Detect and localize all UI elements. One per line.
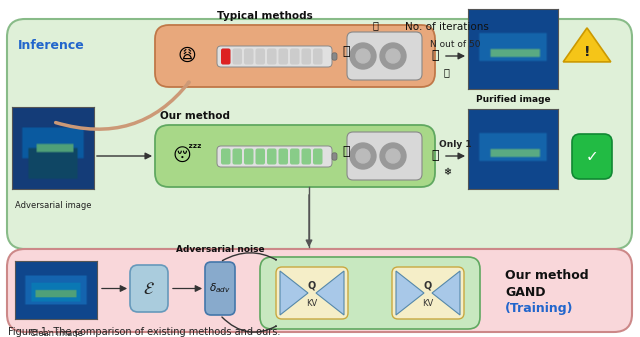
Text: Clean image: Clean image: [29, 329, 83, 337]
Polygon shape: [563, 28, 611, 62]
Text: ❄️: ❄️: [444, 167, 452, 177]
FancyBboxPatch shape: [255, 49, 265, 64]
Circle shape: [356, 149, 370, 163]
FancyBboxPatch shape: [260, 257, 480, 329]
FancyBboxPatch shape: [313, 149, 323, 164]
FancyBboxPatch shape: [155, 25, 435, 87]
Circle shape: [356, 49, 370, 63]
FancyBboxPatch shape: [313, 49, 323, 64]
FancyBboxPatch shape: [290, 49, 300, 64]
Circle shape: [386, 149, 400, 163]
Text: 🚀: 🚀: [342, 145, 349, 157]
Text: (Training): (Training): [505, 302, 573, 315]
Text: KV: KV: [422, 299, 434, 308]
FancyBboxPatch shape: [205, 262, 235, 315]
FancyBboxPatch shape: [290, 149, 300, 164]
Polygon shape: [316, 271, 344, 315]
Text: $\mathcal{E}$: $\mathcal{E}$: [143, 279, 155, 298]
Text: 🌡️: 🌡️: [432, 49, 440, 61]
Text: Typical methods: Typical methods: [217, 11, 313, 21]
FancyBboxPatch shape: [244, 49, 253, 64]
Text: Figure 1: The comparison of existing methods and ours.: Figure 1: The comparison of existing met…: [8, 327, 280, 337]
Text: N out of 50: N out of 50: [430, 40, 481, 49]
Text: Adversarial noise: Adversarial noise: [176, 245, 264, 254]
Text: 😩: 😩: [178, 47, 196, 65]
FancyBboxPatch shape: [392, 267, 464, 319]
Text: Our method: Our method: [160, 111, 230, 121]
FancyBboxPatch shape: [276, 267, 348, 319]
Text: 💨: 💨: [372, 20, 378, 30]
FancyBboxPatch shape: [332, 53, 337, 60]
Text: 🌡️: 🌡️: [432, 149, 440, 161]
FancyArrowPatch shape: [222, 317, 276, 332]
FancyBboxPatch shape: [232, 149, 242, 164]
Text: 😴: 😴: [173, 147, 202, 165]
Circle shape: [386, 49, 400, 63]
Text: ✓: ✓: [586, 149, 598, 164]
Text: 🔺: 🔺: [444, 67, 450, 77]
FancyBboxPatch shape: [221, 149, 230, 164]
Text: Inference: Inference: [18, 39, 84, 52]
Text: Our method: Our method: [505, 269, 589, 282]
Text: Only 1: Only 1: [439, 140, 472, 149]
Polygon shape: [280, 271, 308, 315]
Circle shape: [380, 43, 406, 69]
Text: Purified image: Purified image: [476, 95, 550, 104]
FancyBboxPatch shape: [347, 32, 422, 80]
FancyBboxPatch shape: [221, 49, 230, 64]
Text: GAND: GAND: [505, 286, 545, 299]
Text: Q: Q: [424, 280, 432, 290]
FancyBboxPatch shape: [7, 19, 632, 249]
Text: $\delta_{adv}$: $\delta_{adv}$: [209, 282, 231, 296]
FancyBboxPatch shape: [155, 125, 435, 187]
FancyBboxPatch shape: [217, 46, 332, 67]
FancyBboxPatch shape: [217, 146, 332, 167]
FancyBboxPatch shape: [278, 49, 288, 64]
FancyBboxPatch shape: [332, 153, 337, 160]
FancyArrowPatch shape: [56, 82, 189, 129]
FancyBboxPatch shape: [301, 49, 311, 64]
FancyBboxPatch shape: [267, 149, 276, 164]
Circle shape: [380, 143, 406, 169]
Text: KV: KV: [307, 299, 317, 308]
FancyBboxPatch shape: [572, 134, 612, 179]
Text: No. of iterations: No. of iterations: [405, 22, 489, 32]
Text: Adversarial image: Adversarial image: [15, 201, 92, 210]
FancyBboxPatch shape: [221, 49, 230, 64]
Circle shape: [350, 143, 376, 169]
Text: 🏃: 🏃: [342, 44, 349, 58]
FancyBboxPatch shape: [232, 49, 242, 64]
FancyArrowPatch shape: [223, 253, 276, 261]
FancyBboxPatch shape: [7, 249, 632, 332]
FancyBboxPatch shape: [255, 149, 265, 164]
FancyBboxPatch shape: [267, 49, 276, 64]
Polygon shape: [432, 271, 460, 315]
FancyBboxPatch shape: [278, 149, 288, 164]
Circle shape: [350, 43, 376, 69]
FancyBboxPatch shape: [301, 149, 311, 164]
FancyBboxPatch shape: [130, 265, 168, 312]
FancyBboxPatch shape: [347, 132, 422, 180]
Polygon shape: [396, 271, 424, 315]
FancyBboxPatch shape: [244, 149, 253, 164]
Text: Q: Q: [308, 280, 316, 290]
Text: !: !: [584, 45, 590, 59]
